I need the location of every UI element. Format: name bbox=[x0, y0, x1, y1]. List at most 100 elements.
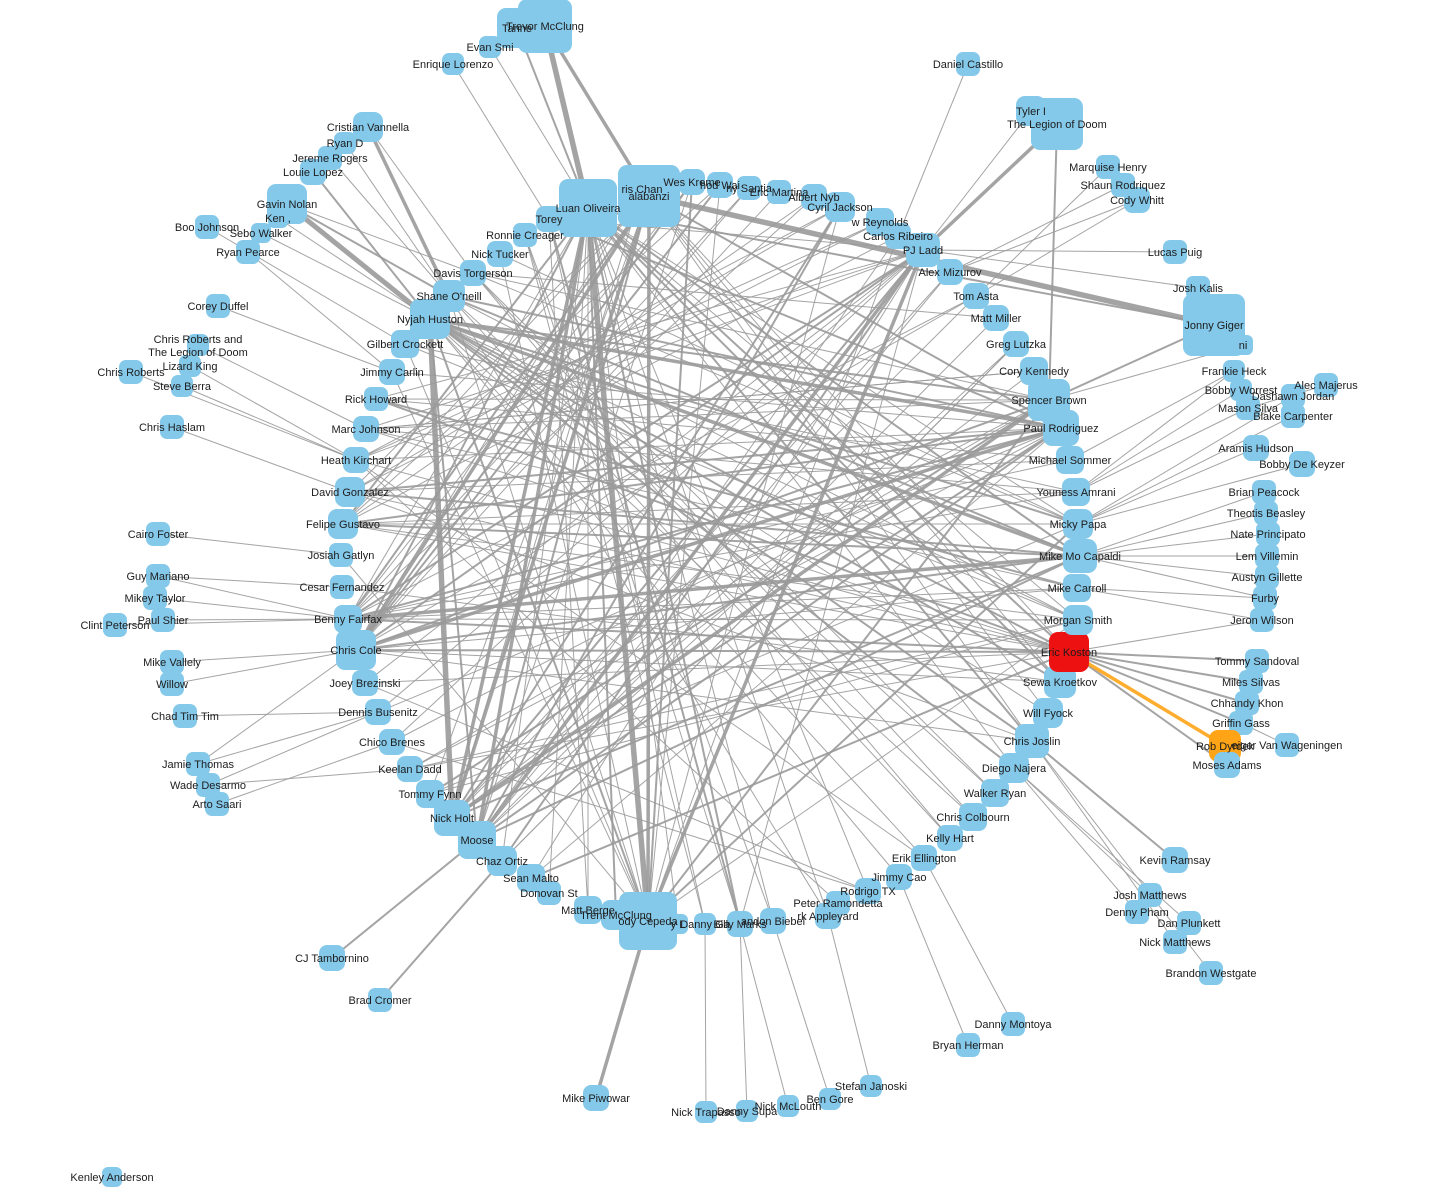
node-tommy-sandoval[interactable] bbox=[1245, 649, 1269, 673]
node-nick-matthews[interactable] bbox=[1163, 930, 1187, 954]
node-keelan-dadd[interactable] bbox=[397, 756, 423, 782]
node-josiah-gatlyn[interactable] bbox=[329, 543, 353, 567]
node-evan-smith[interactable] bbox=[479, 36, 501, 58]
node-donovan-st[interactable] bbox=[537, 881, 561, 905]
node-nate-principato[interactable] bbox=[1256, 522, 1280, 546]
node-mason-silva[interactable] bbox=[1236, 396, 1260, 420]
node-denny-pham[interactable] bbox=[1125, 900, 1149, 924]
node-ronnie-creager[interactable] bbox=[513, 223, 537, 247]
node-brandon-biebel[interactable] bbox=[760, 908, 786, 934]
node-spencer-brown[interactable] bbox=[1028, 379, 1070, 421]
node-greg-lutzka[interactable] bbox=[1003, 331, 1029, 357]
node-furby[interactable] bbox=[1253, 586, 1277, 610]
node-sewa-kroetkov[interactable] bbox=[1044, 666, 1076, 698]
node-cesar-fernandez[interactable] bbox=[330, 575, 354, 599]
node-nick-mclouth[interactable] bbox=[777, 1095, 799, 1117]
node-bryan-herman[interactable] bbox=[956, 1033, 980, 1057]
node-jimmy-cao[interactable] bbox=[886, 864, 912, 890]
node-kevin-ramsay[interactable] bbox=[1162, 847, 1188, 873]
node-lizard-king[interactable] bbox=[179, 355, 201, 377]
node-kenley-anderson[interactable] bbox=[102, 1167, 122, 1187]
node-bobby-de-keyzer[interactable] bbox=[1289, 451, 1315, 477]
node-daniel-castillo[interactable] bbox=[956, 52, 980, 76]
node-corey-duffel[interactable] bbox=[206, 294, 230, 318]
node-torey[interactable] bbox=[536, 206, 562, 232]
node-austyn-gillette[interactable] bbox=[1255, 565, 1279, 589]
node-miles-silvas[interactable] bbox=[1239, 670, 1263, 694]
node-paul-shier[interactable] bbox=[151, 608, 175, 632]
node-chris-haslam[interactable] bbox=[160, 415, 184, 439]
node-arto-saari[interactable] bbox=[205, 792, 229, 816]
node-willow[interactable] bbox=[160, 672, 184, 696]
node-guy-mariano[interactable] bbox=[146, 564, 170, 588]
node-legion-of-doom[interactable] bbox=[1031, 98, 1083, 150]
node-marc-johnson[interactable] bbox=[353, 416, 379, 442]
node-aramis-hudson[interactable] bbox=[1243, 435, 1269, 461]
node-mike-carroll[interactable] bbox=[1063, 574, 1091, 602]
node-pj-ladd[interactable] bbox=[906, 233, 940, 267]
node-tommy-fynn[interactable] bbox=[416, 780, 444, 808]
node-ken[interactable] bbox=[268, 208, 288, 228]
node-blake-carpenter[interactable] bbox=[1281, 404, 1305, 428]
node-jonny-giger[interactable] bbox=[1183, 294, 1245, 356]
node-van-wageningen[interactable] bbox=[1275, 733, 1299, 757]
node-gilbert-crockett[interactable] bbox=[391, 330, 419, 358]
node-brad-cromer[interactable] bbox=[368, 988, 392, 1012]
node-mike-mo-capaldi[interactable] bbox=[1063, 539, 1097, 573]
node-mikey-taylor[interactable] bbox=[143, 586, 167, 610]
node-will-fyock[interactable] bbox=[1033, 698, 1063, 728]
node-chad-tim-tim[interactable] bbox=[173, 704, 197, 728]
node-cj-tambornino[interactable] bbox=[319, 945, 345, 971]
node-y-l[interactable] bbox=[668, 914, 688, 934]
node-griffin-gass[interactable] bbox=[1229, 711, 1253, 735]
node-enrique-lorenzo[interactable] bbox=[442, 53, 464, 75]
node-albert-nyberg[interactable] bbox=[801, 184, 827, 210]
node-morgan-smith[interactable] bbox=[1063, 605, 1093, 635]
node-salabanzi[interactable] bbox=[618, 165, 680, 227]
node-luan-oliveira[interactable] bbox=[559, 179, 617, 237]
node-rodrigo-tx[interactable] bbox=[855, 878, 881, 904]
node-billy-marks[interactable] bbox=[727, 911, 753, 937]
node-danny-supa[interactable] bbox=[736, 1100, 758, 1122]
node-chico-brenes[interactable] bbox=[379, 729, 405, 755]
node-chris-roberts[interactable] bbox=[119, 360, 143, 384]
node-david-gonzalez[interactable] bbox=[335, 477, 365, 507]
node-brandon-westgate[interactable] bbox=[1199, 961, 1223, 985]
node-diego-najera[interactable] bbox=[999, 753, 1029, 783]
node-mike-piwowar[interactable] bbox=[583, 1085, 609, 1111]
node-cory-kennedy[interactable] bbox=[1020, 357, 1048, 385]
node-eric-koston[interactable] bbox=[1049, 632, 1089, 672]
node-youness-amrani[interactable] bbox=[1062, 478, 1090, 506]
node-jimmy-carlin[interactable] bbox=[379, 359, 405, 385]
node-chris-colbourn[interactable] bbox=[959, 803, 987, 831]
node-mike-vallely[interactable] bbox=[160, 650, 184, 674]
node-tom-asta[interactable] bbox=[963, 283, 989, 309]
node-alex-mizurov[interactable] bbox=[937, 259, 963, 285]
node-danny-ga[interactable] bbox=[694, 913, 716, 935]
node-andrew-reynolds[interactable] bbox=[866, 208, 894, 236]
node-kelly-hart[interactable] bbox=[937, 825, 963, 851]
node-heath-kirchart[interactable] bbox=[343, 447, 369, 473]
node-cairo-foster[interactable] bbox=[146, 522, 170, 546]
node-chris-cole[interactable] bbox=[336, 630, 376, 670]
node-brian-peacock[interactable] bbox=[1252, 480, 1276, 504]
node-trevor-mcclung[interactable] bbox=[518, 0, 572, 53]
node-dennis-busenitz[interactable] bbox=[365, 699, 391, 725]
node-rick-howard[interactable] bbox=[364, 387, 388, 411]
node-ishod-wair[interactable] bbox=[707, 172, 733, 198]
node-wade-desarmo[interactable] bbox=[196, 773, 220, 797]
node-davis-torgerson[interactable] bbox=[460, 260, 486, 286]
node-chhandy-khon[interactable] bbox=[1235, 691, 1259, 715]
node-lem-villemin[interactable] bbox=[1255, 544, 1279, 568]
node-marquise-henry[interactable] bbox=[1096, 155, 1120, 179]
node-jamie-thomas[interactable] bbox=[186, 752, 210, 776]
node-cody-cepeda[interactable] bbox=[619, 892, 677, 950]
node-dashawn-jordan[interactable] bbox=[1281, 384, 1305, 408]
node-cristian-vannella[interactable] bbox=[353, 112, 383, 142]
node-cody-whitt[interactable] bbox=[1124, 187, 1150, 213]
node-bobby-worrest[interactable] bbox=[1230, 379, 1252, 401]
node-peter-ramondetta[interactable] bbox=[826, 891, 850, 915]
node-manny-santiago[interactable] bbox=[737, 176, 761, 200]
node-boo-johnson[interactable] bbox=[195, 215, 219, 239]
node-chris-joslin[interactable] bbox=[1015, 724, 1049, 758]
